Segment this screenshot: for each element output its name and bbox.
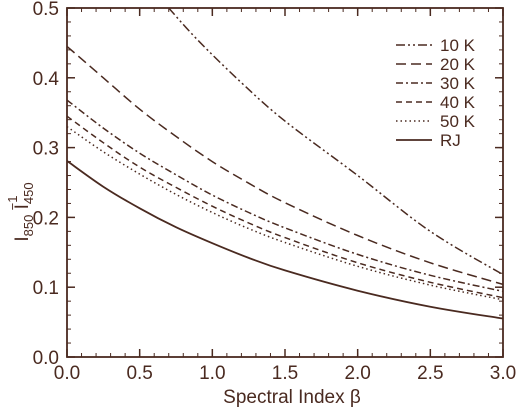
series-line-rj: [66, 160, 504, 320]
y-tick-label: 0.5: [33, 0, 59, 20]
y-tick-label: 0.4: [33, 69, 60, 90]
series-line-50k: [66, 126, 504, 301]
series-line-40k: [66, 115, 504, 299]
legend-label: 40 K: [440, 93, 476, 112]
plot-frame: [66, 7, 504, 358]
x-tick-label: 1.5: [272, 363, 298, 384]
series-line-30k: [66, 99, 504, 293]
y-tick-label: 0.2: [33, 208, 59, 229]
y-axis-title-sup2: −1: [5, 196, 20, 211]
y-tick-label: 0.0: [33, 348, 59, 369]
x-axis-title: Spectral Index β: [223, 387, 361, 408]
x-tick-label: 0.0: [54, 363, 80, 384]
y-axis-title: I850 I450−1: [5, 182, 36, 241]
series-line-20k: [66, 45, 504, 286]
legend-label: RJ: [440, 131, 461, 150]
x-tick-label: 0.5: [126, 363, 152, 384]
x-tick-label: 2.5: [417, 363, 443, 384]
y-axis-title-main2: I: [12, 204, 33, 215]
x-tick-label: 3.0: [490, 363, 516, 384]
y-axis-title-sub2: 450: [21, 182, 36, 204]
legend-label: 30 K: [440, 74, 476, 93]
x-tick-label: 1.0: [199, 363, 225, 384]
y-axis-title-sub1: 850: [21, 215, 36, 237]
axis-ticks: [66, 7, 504, 358]
y-tick-label: 0.3: [33, 139, 59, 160]
legend: 10 K20 K30 K40 K50 KRJ: [396, 36, 476, 150]
tick-labels: 0.0 0.5 1.0 1.5 2.0 2.5 3.0 0.0 0.1 0.2 0.3 0.4 0.5: [33, 0, 517, 384]
legend-label: 10 K: [440, 36, 476, 55]
y-tick-label: 0.1: [33, 278, 59, 299]
legend-label: 20 K: [440, 55, 476, 74]
legend-label: 50 K: [440, 112, 476, 131]
plot-lines: [66, 7, 504, 320]
series-line-10k: [168, 7, 504, 276]
y-axis-title-main1: I: [12, 236, 33, 241]
x-tick-label: 2.0: [344, 363, 370, 384]
